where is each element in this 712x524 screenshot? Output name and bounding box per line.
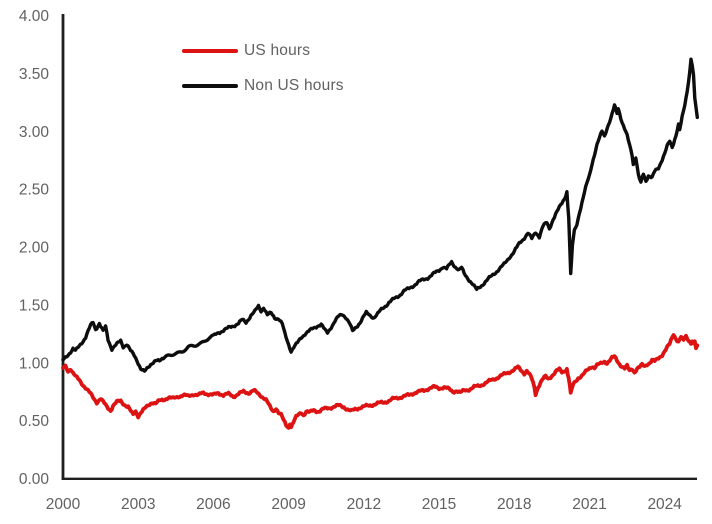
x-tick-label: 2003 (121, 496, 155, 513)
y-tick-label: 0.50 (19, 413, 50, 430)
y-tick-label: 2.00 (19, 240, 50, 257)
non-us-hours-swatch-line (182, 83, 238, 88)
chart-legend: US hours Non US hours (182, 38, 344, 108)
x-tick-label: 2015 (422, 496, 456, 513)
y-tick-label: 3.50 (19, 66, 50, 83)
us-hours-line (61, 333, 700, 430)
x-tick-label: 2018 (497, 496, 531, 513)
x-tick-label: 2006 (196, 496, 230, 513)
y-tick-label: 2.50 (19, 182, 50, 199)
y-tick-label: 3.00 (19, 124, 50, 141)
x-tick-label: 2024 (647, 496, 682, 513)
legend-label-us-hours: US hours (244, 41, 311, 59)
x-tick-label: 2021 (572, 496, 606, 513)
y-tick-label: 1.00 (19, 355, 50, 372)
x-tick-label: 2009 (271, 496, 305, 513)
non-us-hours-line (61, 57, 699, 373)
legend-item-us-hours: US hours (182, 38, 344, 63)
us-hours-swatch-line (182, 48, 238, 53)
y-tick-label: 4.00 (19, 8, 50, 25)
y-tick-label: 0.00 (19, 471, 50, 488)
legend-label-non-us-hours: Non US hours (244, 76, 344, 94)
x-tick-label: 2000 (46, 496, 81, 513)
x-tick-label: 2012 (347, 496, 381, 513)
legend-item-non-us-hours: Non US hours (182, 73, 344, 98)
y-tick-label: 1.50 (19, 297, 50, 314)
